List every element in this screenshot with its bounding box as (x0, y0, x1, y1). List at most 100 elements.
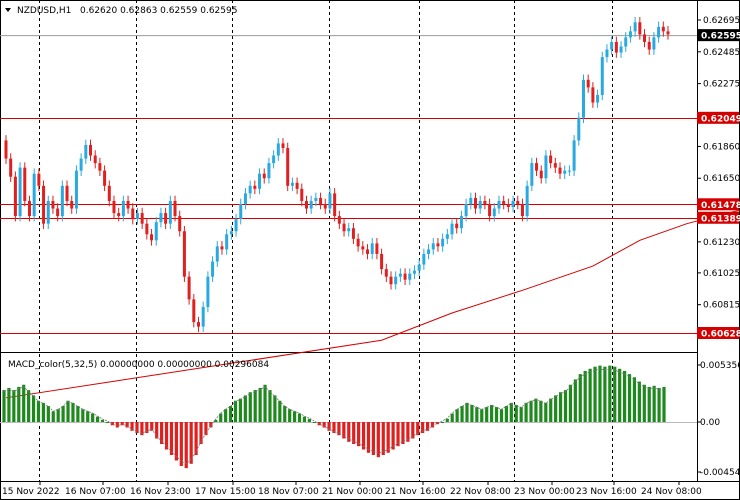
macd-bar (337, 422, 341, 436)
candle-body (544, 155, 548, 179)
macd-bar (357, 422, 361, 447)
macd-bar (352, 422, 356, 444)
macd-bar (184, 422, 188, 469)
candle-body (319, 197, 323, 204)
candle-body (229, 231, 233, 235)
macd-bar (204, 422, 208, 436)
candle-body (220, 246, 224, 250)
candle-body (333, 193, 337, 217)
macd-bar (155, 422, 159, 439)
macd-bar (248, 392, 252, 422)
macd-bar (519, 407, 523, 422)
macd-bar (465, 402, 469, 422)
macd-bar (401, 422, 405, 444)
macd-bar (411, 422, 415, 439)
candle-body (117, 213, 121, 217)
candle-body (488, 203, 492, 217)
macd-bar (627, 374, 632, 422)
candle-body (70, 200, 74, 209)
time-tick-label: 22 Nov 08:00 (450, 487, 511, 497)
macd-bar (283, 406, 287, 422)
price-tick-label: 0.61860 (703, 142, 740, 152)
level-badge (697, 198, 739, 211)
macd-bar (637, 381, 641, 422)
candle-body (464, 203, 468, 217)
macd-bar (396, 422, 400, 447)
candle-body (4, 140, 8, 159)
candle-body (267, 163, 271, 179)
macd-bar (130, 422, 134, 431)
macd-bar (416, 422, 420, 436)
macd-bar (618, 368, 622, 422)
macd-bar (490, 404, 494, 422)
candle-body (366, 249, 370, 254)
macd-bar (642, 384, 646, 422)
macd-bar (647, 386, 651, 422)
time-axis: 15 Nov 2022 16 Nov 07:00 16 Nov 23:00 17 No… (2, 481, 702, 497)
macd-bar (544, 402, 548, 422)
vertical-gridlines (39, 0, 613, 481)
candle-body (591, 87, 595, 103)
macd-bar (499, 409, 504, 422)
macd-bar (504, 406, 508, 422)
candle-body (450, 223, 454, 235)
macd-tick-label: 0.00 (700, 418, 720, 428)
candle-body (42, 185, 46, 224)
level-badge (697, 327, 739, 339)
macd-bar (608, 365, 612, 422)
candle-body (436, 243, 440, 247)
candle-body (192, 299, 196, 323)
macd-bar (243, 395, 247, 422)
macd-bar (578, 374, 582, 422)
candle-body (384, 269, 388, 277)
candle-body (140, 213, 144, 224)
candle-body (46, 200, 50, 224)
candle-body (51, 200, 55, 209)
macd-bar (174, 422, 178, 461)
macd-bar (657, 387, 661, 422)
macd-bar (406, 422, 410, 442)
macd-bar (327, 422, 331, 431)
candle-body (577, 117, 581, 141)
collapse-triangle-icon[interactable] (5, 8, 11, 12)
candle-body (624, 37, 628, 47)
macd-bar (135, 422, 139, 433)
macd-bar (568, 384, 573, 422)
macd-bar (199, 422, 203, 444)
candle-body (272, 155, 276, 164)
candle-body (619, 46, 623, 53)
candle-body (652, 37, 656, 50)
candlestick-series[interactable] (4, 16, 670, 332)
horizontal-levels[interactable] (0, 35, 697, 334)
macd-bar (17, 386, 21, 422)
candle-body (412, 270, 416, 274)
candle-body (445, 234, 449, 239)
candle-body (483, 200, 487, 204)
macd-bar (524, 402, 528, 422)
candle-body (375, 243, 379, 254)
macd-bar (273, 395, 277, 422)
candle-body (596, 94, 600, 103)
candle-body (342, 223, 346, 232)
current-price-label: 0.62595 (701, 32, 740, 42)
candle-body (502, 200, 506, 204)
macd-bar (164, 422, 169, 450)
candle-body (492, 208, 496, 217)
macd-bar (662, 386, 666, 422)
candle-body (398, 273, 402, 277)
macd-bar (342, 422, 346, 439)
macd-bar (160, 422, 164, 444)
candle-body (408, 273, 412, 280)
candle-body (173, 200, 177, 217)
macd-bar (110, 422, 114, 426)
price-tick-label: 0.60815 (703, 301, 740, 311)
macd-bar (125, 422, 129, 428)
candle-body (441, 238, 445, 247)
macd-histogram[interactable] (0, 365, 697, 469)
macd-bar (593, 366, 597, 422)
macd-bar (603, 366, 607, 422)
macd-bar (613, 366, 617, 422)
macd-bar (76, 406, 80, 422)
macd-bar (297, 413, 302, 422)
